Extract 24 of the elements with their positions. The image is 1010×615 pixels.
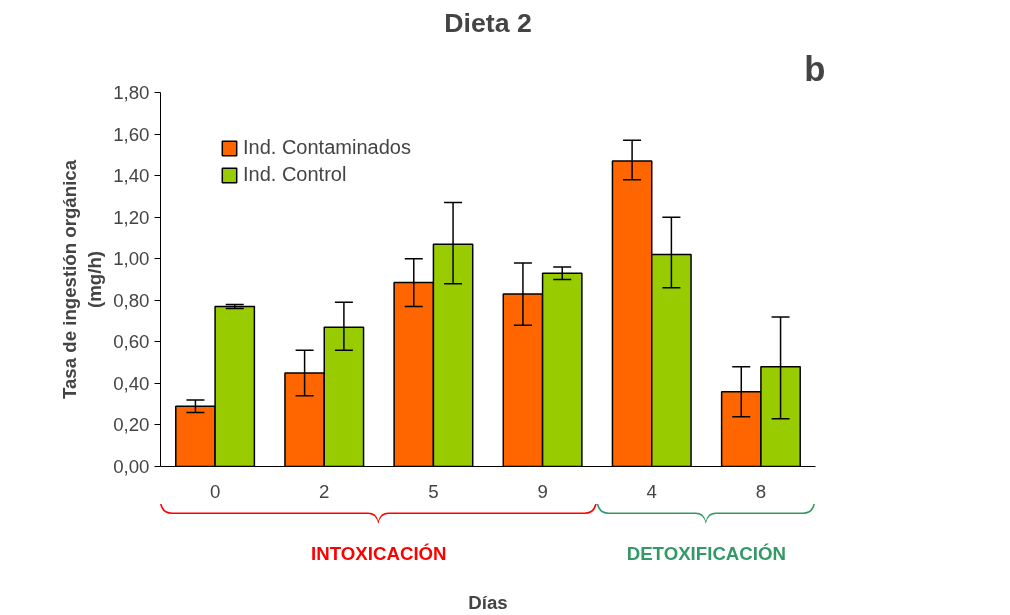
y-tick-label: 0,00: [113, 456, 150, 477]
x-tick-label: 5: [428, 480, 439, 502]
x-tick-label: 2: [319, 480, 330, 502]
text: INTOXICACIÓN: [311, 543, 447, 565]
y-tick-label: 1,80: [113, 82, 150, 103]
y-tick-label: 1,40: [113, 165, 150, 187]
y-tick-label: 0,20: [113, 414, 150, 436]
text: DETOXIFICACIÓN: [626, 543, 786, 565]
text: b: [804, 49, 826, 88]
y-tick-label: 0,60: [113, 331, 150, 353]
x-axis-title: Días: [468, 591, 508, 613]
y-tick-label: 1,60: [113, 123, 150, 145]
legend-label: Ind. Control: [243, 163, 347, 186]
y-tick-label: 0,80: [113, 289, 150, 311]
x-tick-label: 8: [755, 480, 767, 502]
legend-label: Ind. Contaminados: [243, 136, 411, 159]
y-tick-label: 0,40: [113, 372, 150, 394]
x-tick-label: 4: [646, 480, 657, 502]
chart-title: Dieta 2: [444, 7, 532, 38]
x-tick-label: 9: [537, 480, 548, 502]
y-tick-label: 1,20: [113, 206, 150, 228]
y-axis-title: Tasa de ingestión orgánica (mg/h): [58, 159, 106, 400]
x-tick-label: 0: [209, 480, 221, 502]
y-tick-label: 1,00: [113, 248, 150, 270]
